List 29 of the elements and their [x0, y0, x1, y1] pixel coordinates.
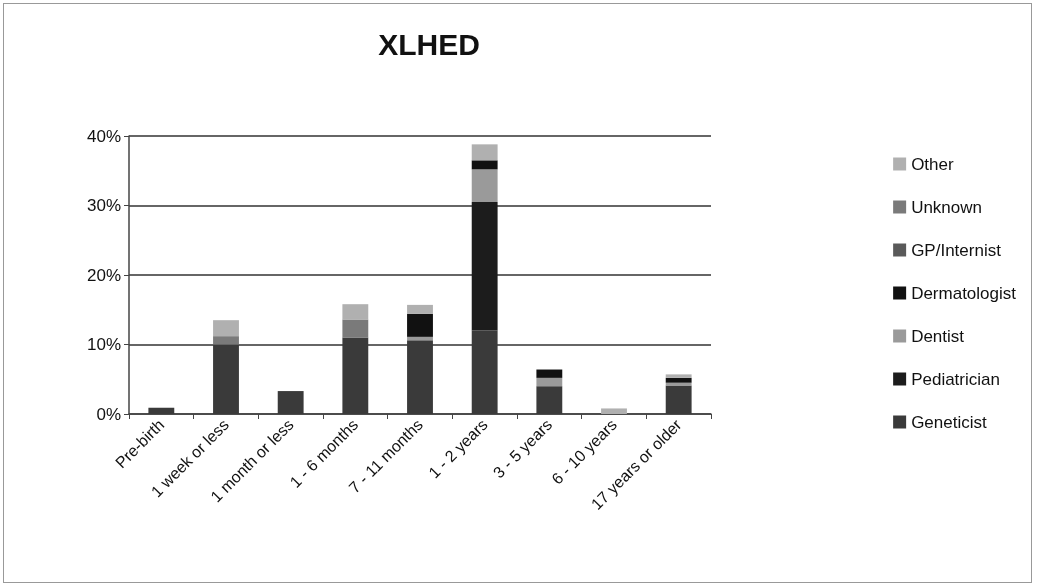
legend-label: Pediatrician: [911, 369, 1000, 389]
y-tick-label: 20%: [86, 265, 121, 285]
legend-label: Geneticist: [911, 412, 987, 432]
legend-label: Other: [911, 154, 954, 174]
legend-label: Unknown: [911, 197, 982, 217]
chart-title: XLHED: [378, 27, 480, 61]
legend-label: GP/Internist: [911, 240, 1002, 260]
bar: [471, 160, 498, 170]
bar: [342, 304, 369, 320]
bar: [536, 377, 563, 387]
bar: [407, 304, 433, 314]
bar: [536, 369, 563, 378]
bar: [601, 408, 627, 414]
y-tick-label: 40%: [86, 126, 121, 146]
legend-label: Dentist: [911, 326, 965, 346]
y-tick-label: 30%: [86, 196, 121, 215]
bar: [665, 377, 692, 383]
y-tick-label: 0%: [96, 404, 121, 424]
legend-label: Dermatologist: [911, 283, 1017, 303]
bar: [665, 382, 692, 386]
bar: [665, 374, 692, 378]
y-tick-label: 10%: [86, 335, 121, 354]
bar: [407, 313, 433, 337]
bar: [342, 319, 369, 338]
bar: [471, 169, 498, 203]
bar: [213, 320, 239, 337]
bar: [471, 144, 498, 161]
bar: [471, 202, 498, 331]
bar: [213, 336, 239, 345]
